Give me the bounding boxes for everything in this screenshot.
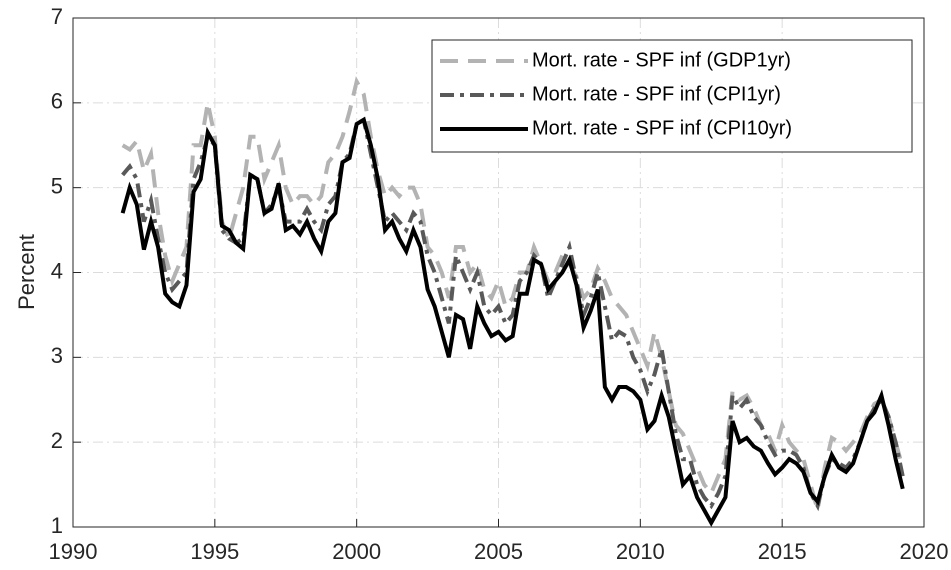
legend-label: Mort. rate - SPF inf (CPI10yr) xyxy=(532,117,792,139)
data-line xyxy=(120,116,905,527)
y-tick-label: 6 xyxy=(51,89,63,114)
y-tick-label: 2 xyxy=(51,428,63,453)
x-tick-label: 2020 xyxy=(900,539,949,564)
plot-frame xyxy=(72,17,925,528)
legend-label: Mort. rate - SPF inf (GDP1yr) xyxy=(532,49,791,71)
y-tick-label: 4 xyxy=(51,258,63,283)
y-axis-label: Percent xyxy=(14,234,39,310)
x-tick-label: 2000 xyxy=(332,539,381,564)
x-tick-label: 2015 xyxy=(758,539,807,564)
y-tick-label: 3 xyxy=(51,343,63,368)
x-tick-label: 1990 xyxy=(49,539,98,564)
legend-label: Mort. rate - SPF inf (CPI1yr) xyxy=(532,83,781,105)
x-tick-label: 2005 xyxy=(474,539,523,564)
legend: Mort. rate - SPF inf (GDP1yr) Mort. rate … xyxy=(431,39,913,153)
x-tick-label: 1995 xyxy=(190,539,239,564)
data-line xyxy=(121,76,905,511)
data-line xyxy=(121,116,905,512)
x-tick-label: 2010 xyxy=(616,539,665,564)
y-tick-label: 5 xyxy=(51,173,63,198)
y-tick-label: 7 xyxy=(51,4,63,29)
y-tick-label: 1 xyxy=(51,513,63,538)
